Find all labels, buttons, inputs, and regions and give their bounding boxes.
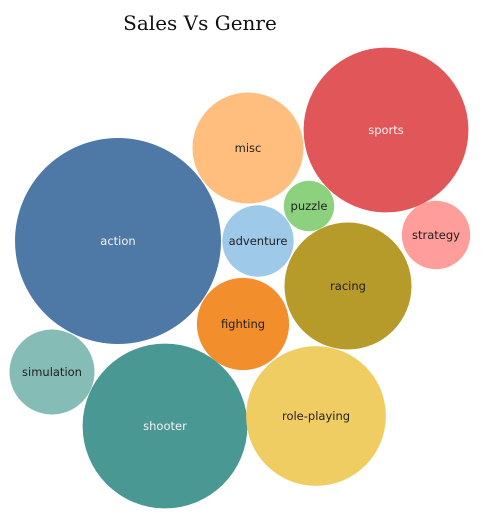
bubble-circle-puzzle[interactable] (283, 180, 335, 232)
bubble-strategy[interactable]: strategy (401, 200, 471, 270)
bubble-circle-role-playing[interactable] (246, 346, 386, 486)
bubble-racing[interactable]: racing (284, 222, 412, 350)
bubble-circle-adventure[interactable] (222, 205, 294, 277)
bubble-role-playing[interactable]: role-playing (246, 346, 386, 486)
bubble-circle-misc[interactable] (192, 92, 304, 204)
bubble-circle-fighting[interactable] (196, 277, 290, 371)
bubble-circle-racing[interactable] (284, 222, 412, 350)
bubble-circle-sports[interactable] (303, 47, 469, 213)
bubble-adventure[interactable]: adventure (222, 205, 294, 277)
bubble-circle-shooter[interactable] (82, 343, 248, 509)
bubble-simulation[interactable]: simulation (9, 329, 95, 415)
bubble-shooter[interactable]: shooter (82, 343, 248, 509)
bubble-circle-action[interactable] (15, 138, 221, 344)
bubble-circle-simulation[interactable] (9, 329, 95, 415)
bubble-circle-strategy[interactable] (401, 200, 471, 270)
bubble-sports[interactable]: sports (303, 47, 469, 213)
chart-title: Sales Vs Genre (123, 11, 277, 35)
bubble-action[interactable]: action (15, 138, 221, 344)
bubble-misc[interactable]: misc (192, 92, 304, 204)
bubble-puzzle[interactable]: puzzle (283, 180, 335, 232)
bubble-fighting[interactable]: fighting (196, 277, 290, 371)
